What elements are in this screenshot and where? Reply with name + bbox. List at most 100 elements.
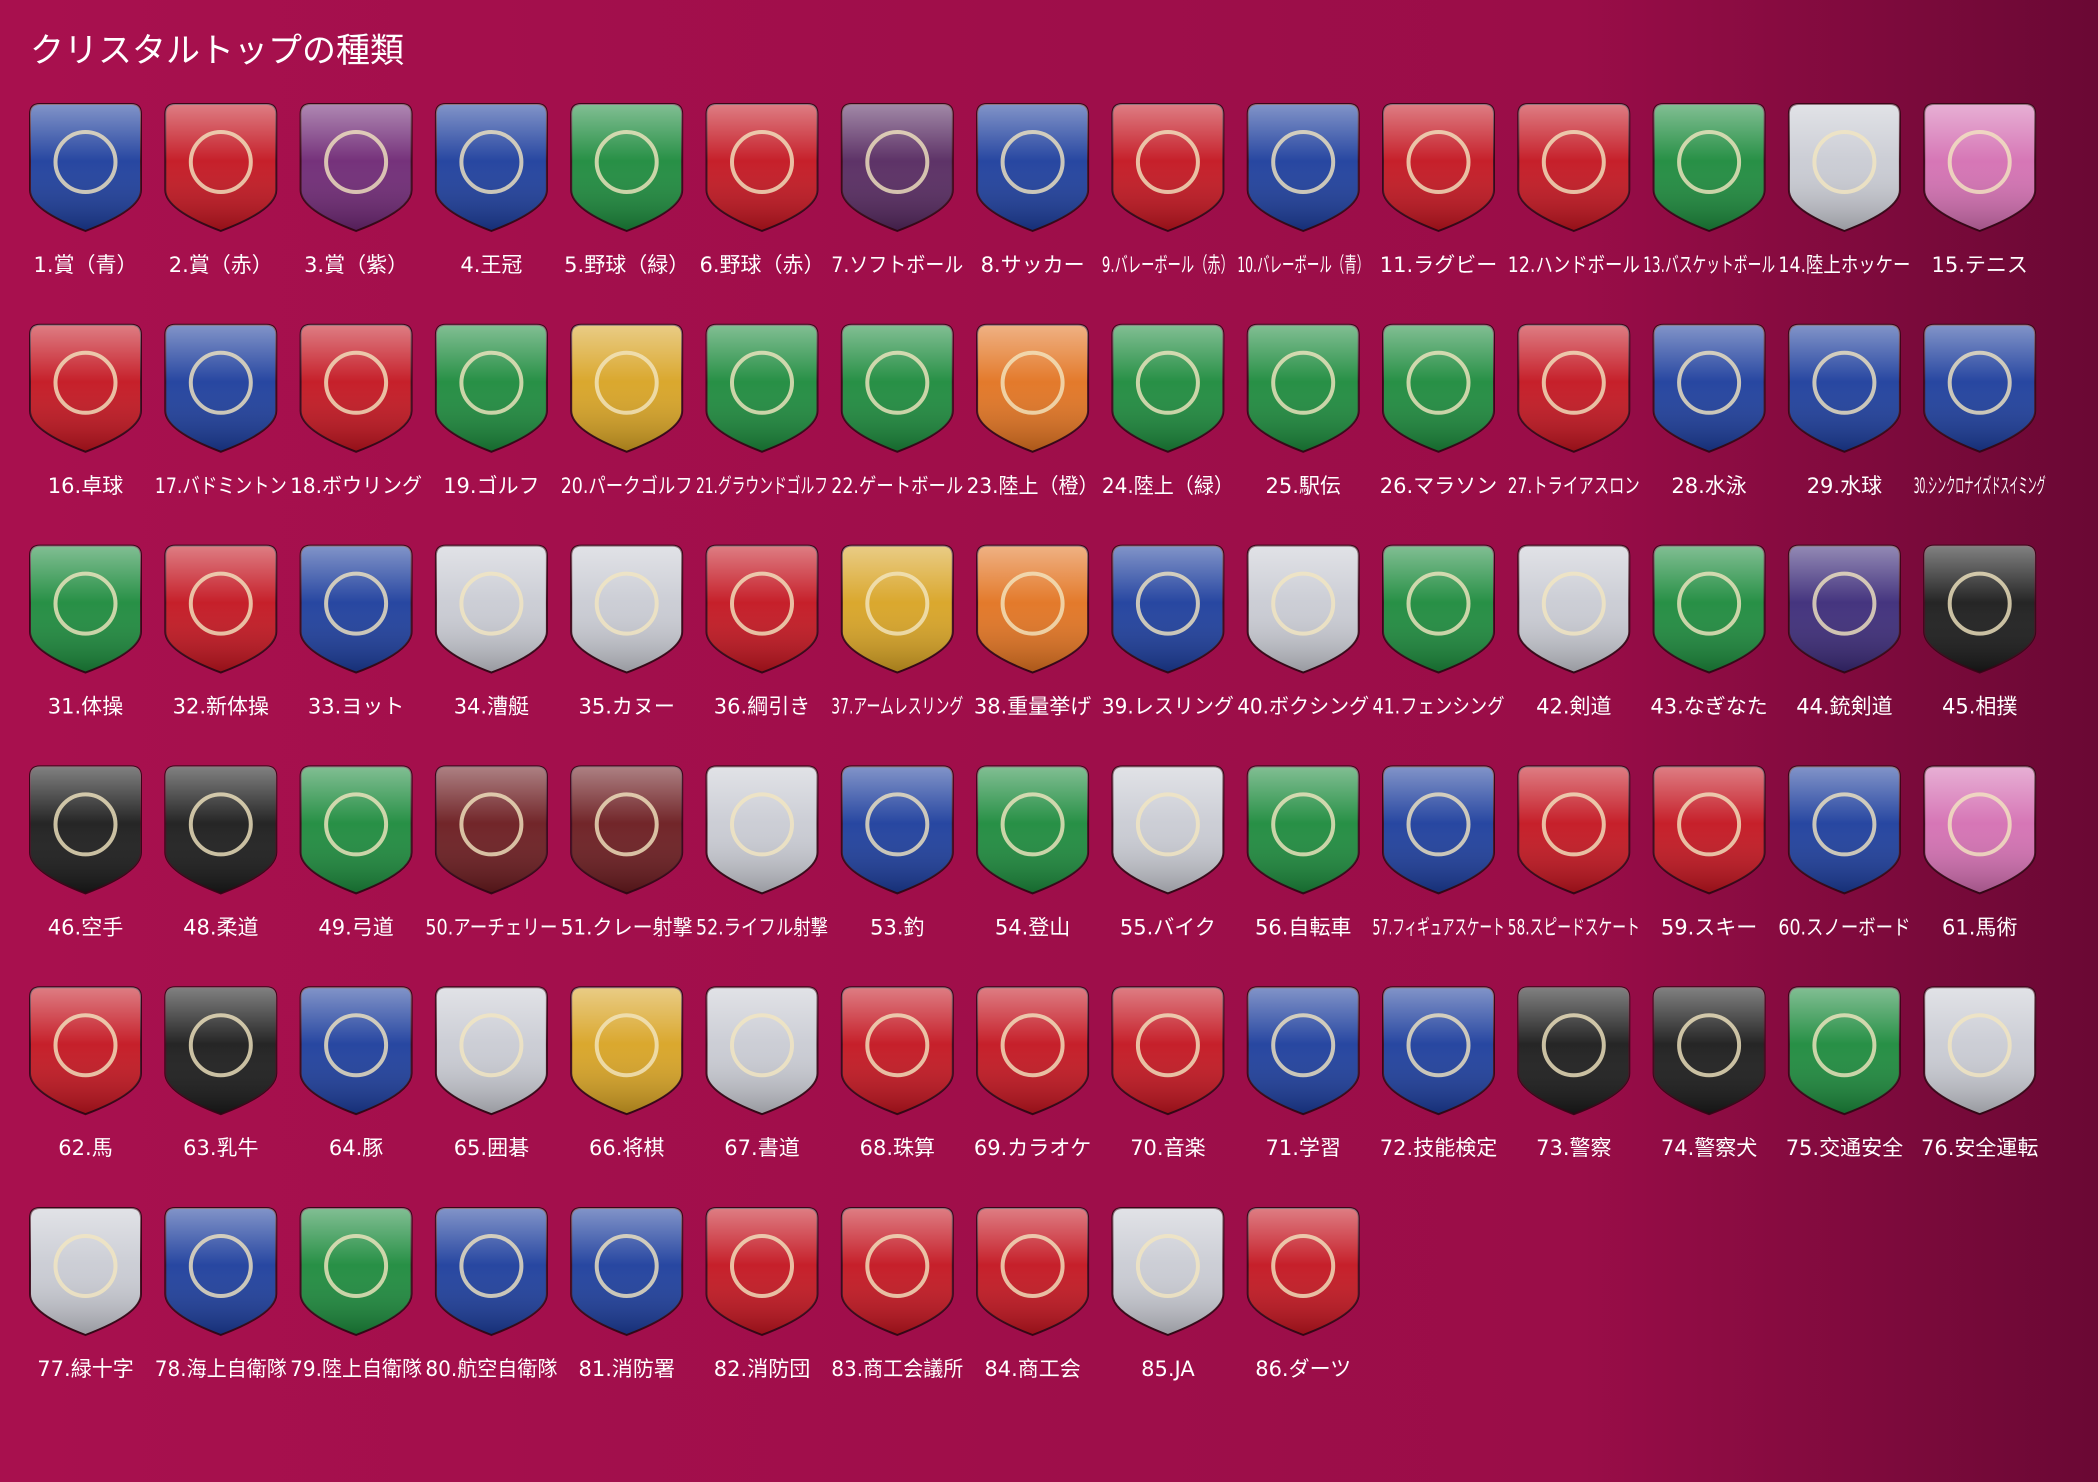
emblem <box>1246 103 1360 233</box>
emblem-label: 10.バレーボール（青） <box>1237 253 1369 277</box>
shield-gloss <box>571 766 683 894</box>
emblem <box>29 103 142 233</box>
emblem-icon <box>1541 130 1606 194</box>
shield-gloss <box>1247 766 1359 894</box>
emblem-label: 79.陸上自衛隊 <box>290 1357 422 1381</box>
shield-gloss <box>300 766 412 894</box>
emblem-icon <box>1406 792 1471 857</box>
emblem-icon <box>1271 1234 1336 1298</box>
emblem <box>705 986 819 1116</box>
shield-gloss <box>1653 324 1765 452</box>
emblem-label: 29.水球 <box>1807 474 1882 498</box>
shield-gloss <box>1924 324 2036 452</box>
emblem <box>1111 986 1225 1116</box>
emblem-icon <box>1271 571 1336 636</box>
emblem <box>1652 544 1766 674</box>
emblem <box>570 323 684 453</box>
emblem <box>1652 323 1766 453</box>
emblem-label: 71.学習 <box>1265 1136 1340 1160</box>
emblem-icon <box>1541 350 1606 415</box>
shield-gloss <box>1112 987 1224 1115</box>
emblem <box>1111 103 1225 233</box>
emblem-label: 78.海上自衛隊 <box>155 1357 287 1381</box>
shield-gloss <box>1653 987 1765 1115</box>
shield-gloss <box>1383 324 1494 452</box>
emblem-icon <box>1406 350 1471 415</box>
shield-gloss <box>1112 1208 1224 1335</box>
shield-gloss <box>1247 987 1359 1115</box>
emblem <box>1923 103 2037 233</box>
shield-gloss <box>1924 766 2036 894</box>
emblem-label: 84.商工会 <box>984 1357 1080 1381</box>
emblem-icon <box>1947 350 2012 415</box>
emblem-label: 74.警察犬 <box>1661 1136 1757 1160</box>
shield-gloss <box>841 324 953 452</box>
shield-gloss <box>1112 104 1224 231</box>
emblem-icon <box>188 1013 253 1078</box>
emblem-label: 25.駅伝 <box>1265 474 1340 498</box>
shield-gloss <box>1112 324 1224 452</box>
shield-gloss <box>571 545 683 673</box>
emblem-icon <box>1677 792 1742 857</box>
emblem-label: 77.緑十字 <box>37 1357 133 1381</box>
emblem-icon <box>730 350 794 415</box>
shield-gloss <box>30 987 141 1115</box>
shield-gloss <box>1518 766 1630 894</box>
emblem <box>1787 323 1901 453</box>
emblem <box>705 765 819 895</box>
shield-gloss <box>1924 545 2036 673</box>
shield-gloss <box>841 1208 953 1335</box>
emblem <box>164 103 278 233</box>
emblem-label: 26.マラソン <box>1380 474 1497 498</box>
emblem-icon <box>188 350 253 415</box>
emblem-label: 3.賞（紫） <box>304 253 408 277</box>
emblem <box>299 544 413 674</box>
emblem-label: 45.相撲 <box>1942 695 2017 719</box>
emblem <box>1787 544 1901 674</box>
emblem <box>434 544 548 674</box>
emblem <box>1246 986 1360 1116</box>
emblem-icon <box>53 1234 118 1298</box>
emblem-label: 24.陸上（緑） <box>1102 474 1234 498</box>
shield-gloss <box>1518 987 1630 1115</box>
shield-gloss <box>1247 104 1359 231</box>
emblem-label: 52.ライフル射撃 <box>696 915 828 939</box>
emblem-label: 76.安全運転 <box>1921 1136 2038 1160</box>
emblem-label: 23.陸上（橙） <box>967 474 1099 498</box>
emblem <box>164 544 278 674</box>
shield-gloss <box>977 104 1089 231</box>
emblem <box>976 103 1090 233</box>
emblem <box>434 103 548 233</box>
emblem-icon <box>1000 350 1065 415</box>
shield-gloss <box>571 324 683 452</box>
shield-gloss <box>841 987 953 1115</box>
emblem-label: 75.交通安全 <box>1786 1136 1903 1160</box>
emblem-label: 7.ソフトボール <box>831 253 963 277</box>
emblem-label: 11.ラグビー <box>1380 253 1497 277</box>
emblem-label: 5.野球（緑） <box>564 253 689 277</box>
emblem <box>1246 765 1360 895</box>
shield-gloss <box>300 987 412 1115</box>
emblem-icon <box>1812 130 1877 194</box>
emblem-label: 36.綱引き <box>714 695 810 719</box>
emblem-label: 60.スノーボード <box>1778 915 1910 939</box>
emblem-label: 66.将棋 <box>589 1136 664 1160</box>
emblem-label: 86.ダーツ <box>1255 1357 1351 1381</box>
emblem-label: 13.バスケットボール <box>1643 253 1775 277</box>
shield-gloss <box>435 104 547 231</box>
emblem-label: 15.テニス <box>1931 253 2027 277</box>
emblem-icon <box>188 130 253 194</box>
emblem-label: 18.ボウリング <box>290 474 422 498</box>
emblem <box>1382 986 1495 1116</box>
emblem-icon <box>459 350 524 415</box>
emblem <box>840 103 954 233</box>
emblem-icon <box>594 350 659 415</box>
emblem <box>1382 323 1495 453</box>
emblem-label: 64.豚 <box>329 1136 383 1160</box>
emblem-icon <box>1135 350 1200 415</box>
emblem <box>1111 323 1225 453</box>
emblem-icon <box>324 350 389 415</box>
emblem-label: 54.登山 <box>995 915 1070 939</box>
emblem <box>976 544 1090 674</box>
shield-gloss <box>841 766 953 894</box>
